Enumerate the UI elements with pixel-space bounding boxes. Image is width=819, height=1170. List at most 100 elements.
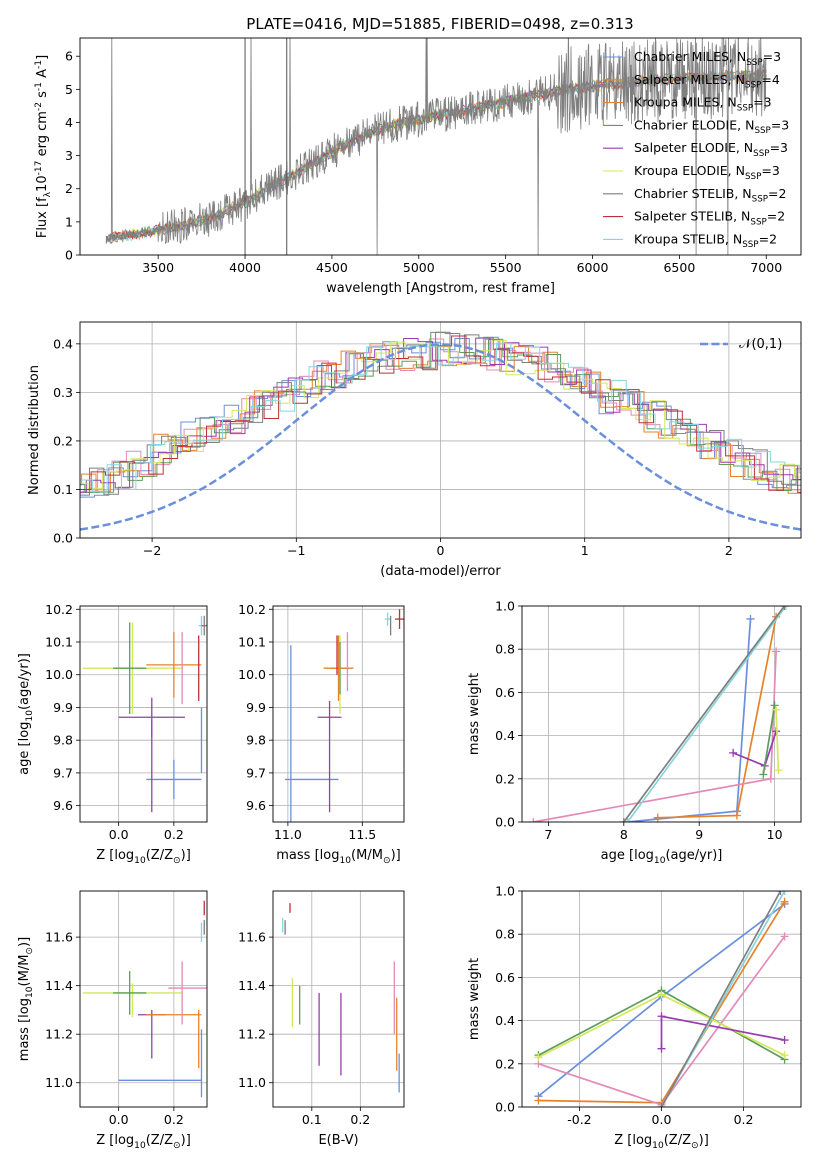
y-tick-label: 0.1	[53, 482, 73, 497]
weight-marker	[772, 705, 781, 714]
x-tick-label: 0.2	[164, 827, 184, 842]
residual-histogram	[80, 335, 801, 493]
y-tick-label: 0.2	[495, 771, 515, 786]
y-tick-label: 11.0	[238, 1075, 266, 1090]
errorbar-point	[146, 759, 202, 800]
y-tick-label: 0.4	[495, 1013, 515, 1028]
x-tick-label: 5500	[490, 260, 522, 275]
legend-label: Salpeter ELODIE, NSSP=3	[634, 140, 788, 159]
x-tick-label: -0.2	[567, 1112, 591, 1127]
x-tick-label: 6500	[663, 260, 695, 275]
x-axis-label: Z [log10(Z/Z⊙)]	[96, 1133, 191, 1151]
y-tick-label: 10.1	[238, 635, 266, 650]
weight-marker	[780, 606, 789, 610]
weight-line	[626, 606, 787, 822]
x-axis-label: (data-model)/error	[380, 564, 501, 579]
y-tick-label: 1.0	[495, 884, 515, 899]
axes-frame	[79, 321, 802, 539]
axes-mass_vs_ebv: 0.1 0.2 11.0 11.2 11.4 11.6 E(B-V)	[238, 890, 405, 1148]
residual-histogram	[80, 338, 801, 494]
y-tick-label: 0.2	[53, 433, 73, 448]
y-tick-label: 0.0	[53, 531, 73, 546]
x-tick-label: 1	[581, 543, 589, 558]
y-tick-label: 9.9	[53, 700, 73, 715]
weight-marker	[780, 932, 789, 941]
x-tick-label: 8	[620, 827, 628, 842]
errorbar-point	[395, 609, 404, 629]
weight-marker	[780, 897, 789, 906]
axes-age_vs_Z: 0.0 0.2 9.6 9.7 9.8 9.9 10.0 10.1 10.2 Z [log10(Z…	[17, 602, 208, 866]
axes-weight_vs_age: 7 8 9 10 0.0 0.2 0.4 0.6 0.8 1.0 age [log10(age/yr…	[467, 599, 802, 866]
y-axis-label: mass weight	[467, 958, 482, 1040]
errorbar-point	[113, 622, 147, 714]
x-tick-label: 6000	[577, 260, 609, 275]
y-tick-label: 9.7	[246, 765, 266, 780]
weight-marker	[534, 1096, 543, 1105]
errorbar-point	[323, 635, 354, 701]
x-tick-label: −1	[287, 543, 305, 558]
legend-label: Chabrier STELIB, NSSP=2	[634, 186, 786, 205]
x-axis-label: age [log10(age/yr)]	[601, 848, 723, 866]
y-tick-label: 9.9	[246, 700, 266, 715]
weight-marker	[776, 891, 785, 895]
x-tick-label: 0.0	[109, 1112, 129, 1127]
x-axis-label: Z [log10(Z/Z⊙)]	[96, 848, 191, 866]
axes-frame	[79, 37, 802, 256]
y-tick-label: 0.6	[495, 685, 515, 700]
x-tick-label: 0.1	[302, 1112, 322, 1127]
y-axis-label: mass [log10(M/M⊙)]	[17, 937, 35, 1061]
x-axis-label: Z [log10(Z/Z⊙)]	[614, 1133, 709, 1151]
x-tick-label: 3500	[142, 260, 174, 275]
x-tick-label: −2	[143, 543, 161, 558]
y-tick-label: 11.0	[45, 1075, 73, 1090]
weight-marker	[774, 766, 783, 775]
y-tick-label: 1	[65, 214, 73, 229]
gaussian-curve	[80, 343, 801, 531]
x-tick-label: 5000	[403, 260, 435, 275]
y-axis-label: Flux [fλ10-17 erg cm-2 s-1 A-1]	[34, 55, 53, 238]
legend: Chabrier MILES, NSSP=3 Salpeter MILES, NS…	[603, 49, 789, 250]
x-tick-label: 0	[437, 543, 445, 558]
legend-label: Salpeter STELIB, NSSP=2	[634, 209, 785, 228]
y-tick-label: 1.0	[495, 599, 515, 614]
axes-residuals: −2 −1 0 1 2 0.0 0.1 0.2 0.3 0.4 (data-model)/error…	[27, 321, 802, 579]
weight-marker	[770, 701, 779, 710]
x-tick-label: 0.2	[734, 1112, 754, 1127]
x-tick-label: 9	[695, 827, 703, 842]
x-tick-label: 0.0	[652, 1112, 672, 1127]
legend-label: Salpeter MILES, NSSP=4	[634, 72, 780, 91]
y-tick-label: 2	[65, 181, 73, 196]
weight-marker	[732, 811, 741, 820]
x-tick-label: 4500	[316, 260, 348, 275]
plot-area	[522, 606, 801, 822]
y-tick-label: 10.1	[45, 635, 73, 650]
x-tick-label: 0.2	[350, 1112, 370, 1127]
weight-line	[657, 616, 777, 819]
y-tick-label: 0.4	[495, 728, 515, 743]
weight-marker	[623, 818, 632, 822]
weight-marker	[746, 614, 755, 623]
weight-marker	[759, 770, 768, 779]
y-tick-label: 11.2	[45, 1027, 73, 1042]
plot-area	[80, 322, 801, 538]
weight-marker	[529, 818, 538, 822]
y-tick-label: 0.2	[495, 1056, 515, 1071]
x-tick-label: 10	[767, 827, 783, 842]
y-tick-label: 11.4	[238, 978, 266, 993]
errorbar-point	[146, 632, 202, 698]
x-axis-label: E(B-V)	[318, 1133, 358, 1148]
x-axis-label: mass [log10(M/M⊙)]	[276, 848, 400, 866]
y-tick-label: 0.3	[53, 385, 73, 400]
plot-area	[273, 891, 404, 1107]
figure-title: PLATE=0416, MJD=51885, FIBERID=0498, z=0…	[246, 15, 633, 33]
axes-frame	[272, 605, 405, 823]
axes-frame	[521, 605, 802, 823]
y-axis-label: Normed distribution	[27, 365, 42, 495]
axes-weight_vs_Z: -0.2 0.0 0.2 0.0 0.2 0.4 0.6 0.8 1.0 Z [log10(Z/Z…	[467, 884, 802, 1151]
residual-histogram	[80, 331, 801, 493]
weight-marker	[772, 647, 781, 656]
weight-line	[775, 709, 780, 771]
axes-age_vs_mass: 11.0 11.5 9.6 9.7 9.8 9.9 10.0 10.1 10.2 mass [lo…	[238, 602, 405, 866]
weight-line	[762, 705, 776, 775]
weight-marker	[657, 1012, 666, 1021]
